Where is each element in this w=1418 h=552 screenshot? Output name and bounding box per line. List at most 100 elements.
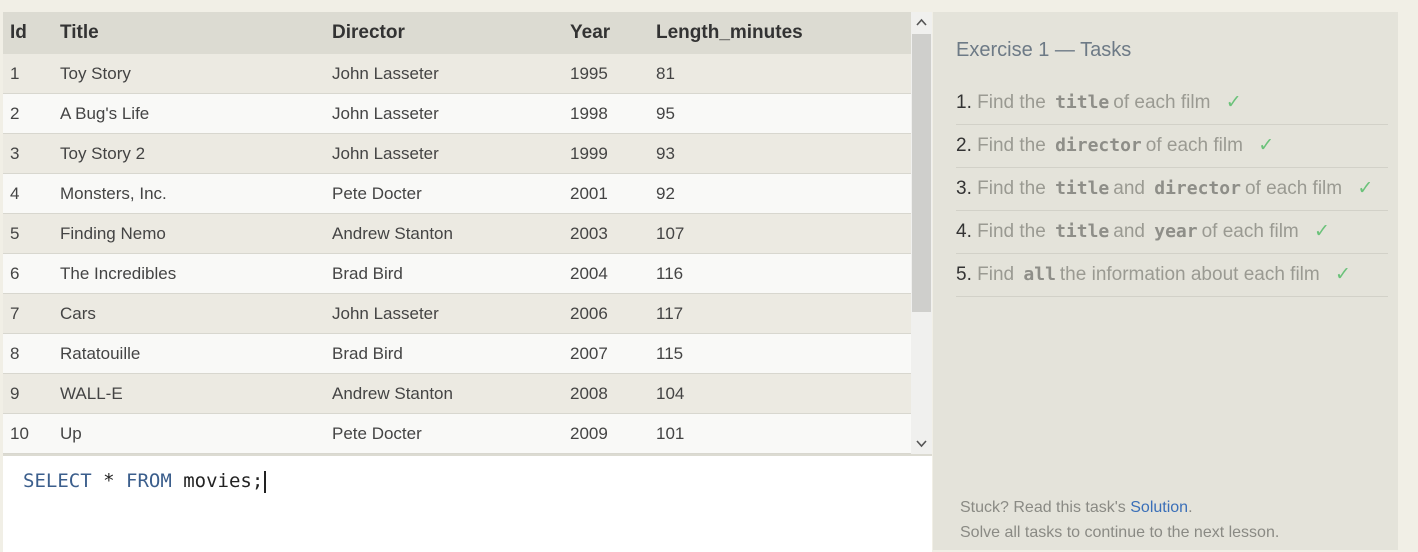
cell-length: 104 [649, 373, 911, 414]
cell-id: 2 [3, 93, 53, 134]
task-text: of each film [1113, 92, 1211, 113]
table-row: 8 Ratatouille Brad Bird 2007 115 [3, 333, 911, 374]
continue-text: Solve all tasks to continue to the next … [960, 524, 1280, 541]
cell-director: Brad Bird [325, 333, 563, 374]
task-text: and [1113, 178, 1145, 199]
cell-title: Toy Story [53, 54, 325, 94]
task-text: of each film [1244, 178, 1343, 199]
table-row: 6 The Incredibles Brad Bird 2004 116 [3, 253, 911, 294]
cell-title: Ratatouille [53, 333, 325, 374]
cell-director: Pete Docter [325, 413, 563, 454]
cell-director: Andrew Stanton [325, 213, 563, 254]
column-header-title: Title [53, 12, 325, 54]
task-text: Find the [977, 221, 1046, 242]
cell-director: Andrew Stanton [325, 373, 563, 414]
cell-id: 5 [3, 213, 53, 254]
exercise-footer: Stuck? Read this task's Solution. Solve … [960, 495, 1279, 545]
task-item: 5. Find all the information about each fi… [956, 254, 1388, 297]
cell-length: 117 [649, 293, 911, 334]
checkmark-icon: ✓ [1335, 264, 1351, 285]
cell-year: 2004 [563, 253, 649, 294]
checkmark-icon: ✓ [1225, 92, 1242, 113]
task-code: year [1154, 221, 1198, 242]
cell-id: 9 [3, 373, 53, 414]
cell-length: 116 [649, 253, 911, 294]
cell-length: 101 [649, 413, 911, 454]
task-number: 1. [956, 92, 972, 113]
stuck-prefix: Stuck? Read this task's [960, 499, 1126, 516]
cell-title: Up [53, 413, 325, 454]
stuck-line: Stuck? Read this task's Solution. [960, 495, 1279, 520]
cell-director: John Lasseter [325, 293, 563, 334]
task-item: 2. Find the director of each film ✓ [956, 125, 1388, 168]
chevron-down-icon[interactable] [911, 434, 932, 454]
table-row: 10 Up Pete Docter 2009 101 [3, 413, 911, 454]
task-code: all [1023, 264, 1056, 285]
task-code: director [1055, 135, 1142, 156]
cell-title: The Incredibles [53, 253, 325, 294]
scrollbar-thumb[interactable] [912, 34, 931, 312]
cell-title: A Bug's Life [53, 93, 325, 134]
checkmark-icon: ✓ [1314, 221, 1330, 242]
cell-id: 6 [3, 253, 53, 294]
task-text: Find the [977, 135, 1046, 156]
sql-table-name: movies; [183, 470, 264, 492]
solution-link[interactable]: Solution [1130, 499, 1189, 516]
cell-year: 2009 [563, 413, 649, 454]
cell-director: Pete Docter [325, 173, 563, 214]
cell-id: 3 [3, 133, 53, 174]
cell-id: 1 [3, 54, 53, 94]
chevron-up-icon[interactable] [911, 12, 932, 32]
cell-year: 1995 [563, 54, 649, 94]
task-text: and [1113, 221, 1145, 242]
task-code: title [1055, 178, 1110, 199]
cell-year: 2006 [563, 293, 649, 334]
cell-year: 1998 [563, 93, 649, 134]
table-row: 4 Monsters, Inc. Pete Docter 2001 92 [3, 173, 911, 214]
task-text: of each film [1201, 221, 1299, 242]
cell-title: Finding Nemo [53, 213, 325, 254]
table-row: 3 Toy Story 2 John Lasseter 1999 93 [3, 133, 911, 174]
cell-year: 2007 [563, 333, 649, 374]
task-number: 2. [956, 135, 972, 156]
cell-director: John Lasseter [325, 54, 563, 94]
task-number: 3. [956, 178, 972, 199]
task-text: Find the [977, 92, 1046, 113]
checkmark-icon: ✓ [1258, 135, 1275, 156]
table-row: 1 Toy Story John Lasseter 1995 81 [3, 54, 911, 94]
cell-title: Monsters, Inc. [53, 173, 325, 214]
cell-length: 115 [649, 333, 911, 374]
text-cursor [264, 470, 267, 493]
table-scrollbar[interactable] [911, 12, 932, 454]
cell-title: Toy Story 2 [53, 133, 325, 174]
cell-length: 107 [649, 213, 911, 254]
cell-year: 2001 [563, 173, 649, 214]
table-header-row: Id Title Director Year Length_minutes [3, 12, 911, 54]
task-code: title [1055, 221, 1110, 242]
checkmark-icon: ✓ [1357, 178, 1374, 199]
stuck-suffix: . [1188, 499, 1193, 516]
column-header-director: Director [325, 12, 563, 54]
task-item: 3. Find the title and director of each fil… [956, 168, 1388, 211]
cell-title: WALL-E [53, 373, 325, 414]
column-header-year: Year [563, 12, 649, 54]
exercise-panel: Exercise 1 — Tasks 1. Find the title of e… [933, 12, 1398, 550]
sql-editor[interactable]: SELECT * FROM movies; [3, 454, 932, 552]
task-list: 1. Find the title of each film ✓ 2. Find t… [956, 82, 1388, 297]
sql-star: * [103, 470, 115, 492]
cell-title: Cars [53, 293, 325, 334]
cell-year: 2008 [563, 373, 649, 414]
table-row: 5 Finding Nemo Andrew Stanton 2003 107 [3, 213, 911, 254]
cell-year: 2003 [563, 213, 649, 254]
column-header-length: Length_minutes [649, 12, 911, 54]
cell-year: 1999 [563, 133, 649, 174]
cell-director: Brad Bird [325, 253, 563, 294]
cell-id: 4 [3, 173, 53, 214]
cell-director: John Lasseter [325, 133, 563, 174]
task-text: the information about each film [1059, 264, 1320, 285]
task-text: Find [977, 264, 1015, 285]
sql-query-text[interactable]: SELECT * FROM movies; [23, 470, 267, 493]
